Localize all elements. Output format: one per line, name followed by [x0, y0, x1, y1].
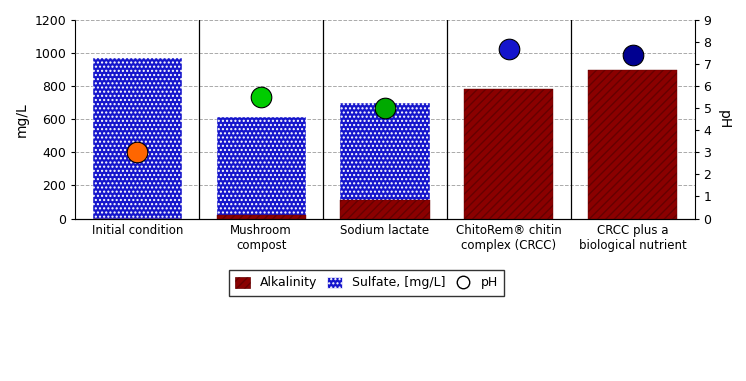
- Bar: [464, 199, 554, 219]
- Y-axis label: pH: pH: [717, 110, 731, 129]
- Point: [255, 94, 267, 100]
- Bar: [588, 215, 677, 219]
- Point: [379, 105, 391, 111]
- Y-axis label: mg/L: mg/L: [15, 102, 29, 137]
- Bar: [588, 70, 677, 219]
- Bar: [216, 215, 306, 219]
- Bar: [340, 103, 430, 219]
- Bar: [216, 117, 306, 219]
- Bar: [340, 200, 430, 219]
- Point: [131, 149, 143, 155]
- Bar: [93, 58, 182, 219]
- Point: [627, 52, 639, 58]
- Bar: [464, 90, 554, 219]
- Point: [503, 46, 515, 52]
- Legend: Alkalinity, Sulfate, [mg/L], pH: Alkalinity, Sulfate, [mg/L], pH: [228, 270, 504, 296]
